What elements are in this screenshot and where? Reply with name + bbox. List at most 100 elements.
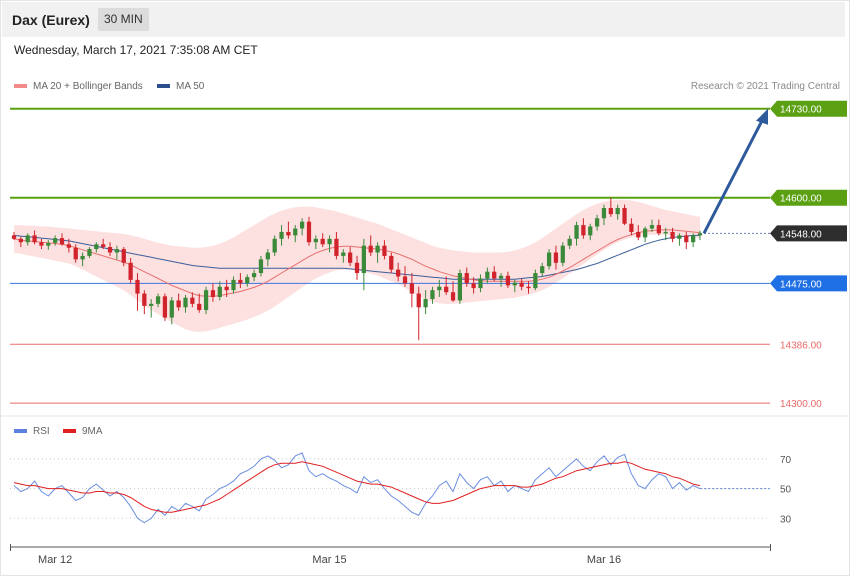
candle-body xyxy=(155,296,161,304)
legend-bollinger: MA 20 + Bollinger Bands xyxy=(14,81,143,92)
candle-body xyxy=(293,228,298,236)
candle-body xyxy=(478,278,483,289)
candle-body xyxy=(59,238,65,245)
candle-body xyxy=(299,221,305,229)
candle-body xyxy=(210,290,216,298)
candle-body xyxy=(663,231,668,234)
candle-body xyxy=(327,238,332,245)
timeframe-badge[interactable]: 30 MIN xyxy=(98,8,149,31)
level-label-14386.00: 14386.00 xyxy=(780,340,822,351)
candle-body xyxy=(546,252,552,267)
candle-body xyxy=(485,271,490,279)
candle-body xyxy=(39,242,44,246)
candle-body xyxy=(32,235,37,243)
candle-body xyxy=(53,238,58,243)
candle-body xyxy=(94,244,99,250)
candle-body xyxy=(526,286,531,289)
instrument-title: Dax (Eurex) xyxy=(12,12,90,28)
legend-label-ma50: MA 50 xyxy=(176,81,205,92)
candle-body xyxy=(183,297,188,308)
candle-body xyxy=(677,235,682,239)
candle-body xyxy=(642,228,648,238)
candle-body xyxy=(574,225,579,239)
candle-body xyxy=(279,231,284,239)
candle-body xyxy=(176,300,181,308)
candle-body xyxy=(382,245,387,256)
candle-body xyxy=(114,249,120,253)
x-tick-label-Mar-16: Mar 16 xyxy=(587,554,621,566)
candle-body xyxy=(649,225,655,229)
legend-label-rsi: RSI xyxy=(33,426,50,437)
x-tick-label-Mar-15: Mar 15 xyxy=(312,554,346,566)
legend-label-rsi-ma: 9MA xyxy=(82,426,103,437)
candle-body xyxy=(251,273,257,278)
level-tag-14548.00 xyxy=(770,225,847,242)
candle-body xyxy=(169,300,174,318)
candle-body xyxy=(505,275,511,286)
candle-body xyxy=(286,231,291,236)
candle-body xyxy=(306,221,312,243)
candle-body xyxy=(519,282,524,287)
level-label-14600.00: 14600.00 xyxy=(780,194,822,205)
candle-body xyxy=(25,235,30,243)
candle-body xyxy=(46,242,51,246)
candle-body xyxy=(553,252,559,263)
rsi-level-label-30: 30 xyxy=(780,514,792,525)
candle-body xyxy=(416,293,421,308)
legend-ma50: MA 50 xyxy=(157,81,204,92)
candle-body xyxy=(594,218,600,227)
candle-body xyxy=(18,238,23,243)
candle-body xyxy=(396,269,401,277)
level-label-14730.00: 14730.00 xyxy=(780,105,822,116)
projection-arrow-shaft xyxy=(702,120,764,235)
x-tick-label-Mar-12: Mar 12 xyxy=(38,554,72,566)
candle-body xyxy=(265,252,270,260)
rsi-ma-line xyxy=(13,461,701,513)
candle-body xyxy=(162,296,168,318)
candle-body xyxy=(368,245,373,253)
candle-body xyxy=(437,286,442,291)
candle-body xyxy=(348,252,353,263)
chart-header: Dax (Eurex) 30 MIN xyxy=(2,2,845,37)
candle-body xyxy=(498,275,504,279)
candle-body xyxy=(203,290,209,311)
candle-body xyxy=(313,238,318,243)
candle-body xyxy=(622,207,627,224)
candle-body xyxy=(142,293,147,306)
candle-body xyxy=(375,245,380,253)
level-label-14548.00: 14548.00 xyxy=(780,229,822,240)
candle-body xyxy=(320,238,325,245)
candle-body xyxy=(224,286,229,291)
rsi-line xyxy=(13,452,701,524)
legend-swatch-rsi xyxy=(14,429,27,434)
candle-body xyxy=(238,279,243,284)
candle-body xyxy=(11,235,17,239)
candle-body xyxy=(101,244,106,248)
candle-body xyxy=(402,276,408,284)
candle-body xyxy=(492,271,497,279)
level-tag-14730.00 xyxy=(770,100,847,117)
level-label-14300.00: 14300.00 xyxy=(780,399,822,410)
level-label-14475.00: 14475.00 xyxy=(780,279,822,290)
legend-rsi-ma: 9MA xyxy=(63,426,103,437)
candle-body xyxy=(512,282,517,286)
candle-body xyxy=(697,233,703,236)
candle-body xyxy=(361,245,366,274)
legend-swatch-ma50 xyxy=(157,84,170,89)
candle-body xyxy=(341,252,346,256)
candle-body xyxy=(245,277,250,284)
legend-label-bollinger: MA 20 + Bollinger Bands xyxy=(33,81,143,92)
candle-body xyxy=(389,255,394,270)
candle-body xyxy=(560,245,565,263)
candle-body xyxy=(272,238,277,253)
candle-body xyxy=(691,235,696,243)
candle-body xyxy=(354,262,360,274)
legend-swatch-rsi-ma xyxy=(63,429,76,434)
candle-body xyxy=(656,225,661,234)
candle-body xyxy=(231,279,236,291)
level-tag-14475.00 xyxy=(770,275,847,292)
ma20-line xyxy=(13,229,701,297)
candle-body xyxy=(121,249,126,263)
candle-body xyxy=(670,231,675,239)
